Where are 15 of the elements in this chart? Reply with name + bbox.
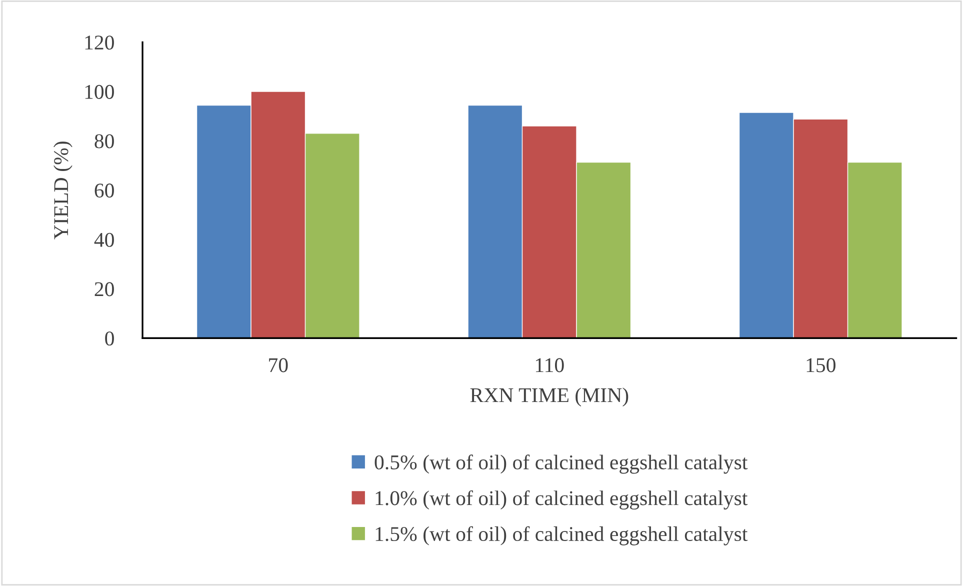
y-axis-title: YIELD (%) [53,142,72,240]
y-tick-label: 60 [94,184,114,198]
x-tick-label: 110 [536,358,564,372]
legend-label: 1.0% (wt of oil) of calcined eggshell catalyst [376,490,748,510]
y-tick-label: 20 [94,282,114,296]
legend-label: 0.5% (wt of oil) of calcined eggshell catalyst [374,454,748,474]
y-tick-label: 100 [85,84,114,99]
x-axis-title: RXN TIME (MIN) [470,388,628,406]
y-tick-label: 40 [94,232,114,247]
x-tick-label: 70 [269,358,288,372]
legend-label: 1.5% (wt of oil) of calcined eggshell catalyst [376,526,748,546]
y-tick-label: 120 [85,36,114,50]
x-tick-label: 150 [806,358,836,372]
y-tick-label: 0 [105,331,114,346]
y-tick-label: 80 [94,134,114,148]
